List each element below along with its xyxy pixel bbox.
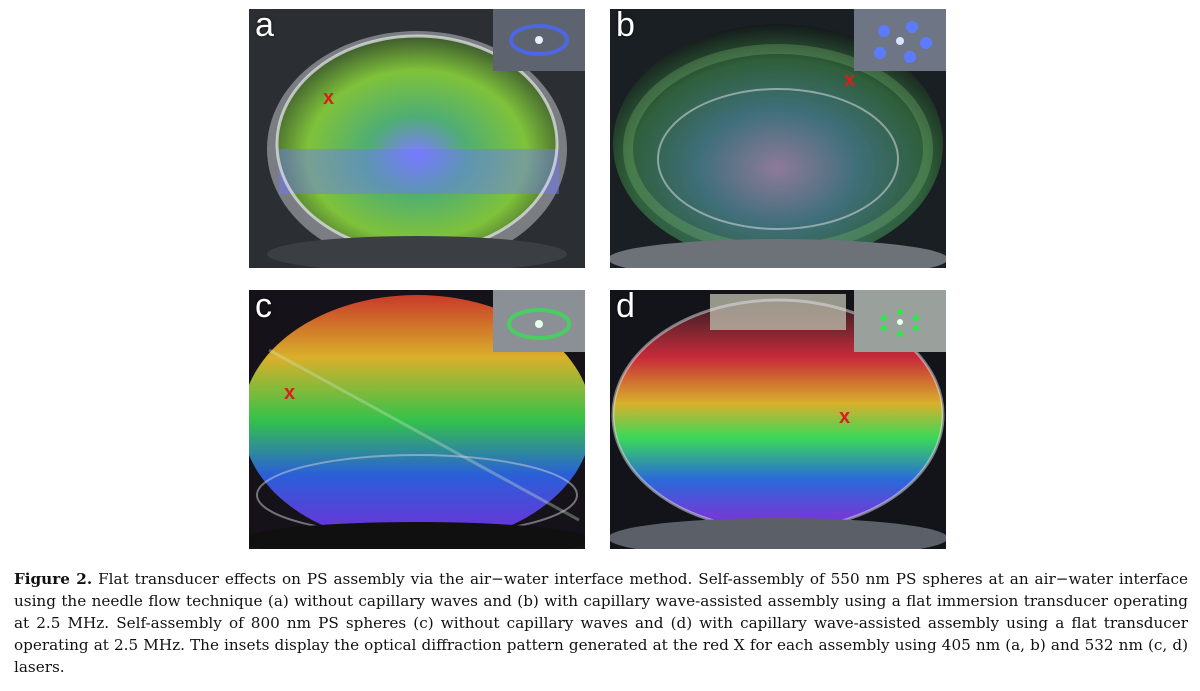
panel-label-b: b — [616, 9, 635, 44]
figure-caption-label: Figure 2. — [14, 570, 93, 588]
red-x-marker-c: x — [284, 382, 296, 404]
photo-panel-c: c x — [249, 290, 585, 549]
diffraction-inset-a — [493, 9, 585, 71]
figure-caption: Figure 2. Flat transducer effects on PS … — [14, 568, 1188, 678]
panel-label-a: a — [255, 9, 274, 44]
diffraction-inset-d — [854, 290, 946, 352]
red-x-marker-b: x — [844, 69, 856, 91]
panel-label-c: c — [255, 290, 272, 325]
red-x-marker-a: x — [323, 87, 335, 109]
diffraction-inset-b — [854, 9, 946, 71]
red-x-marker-d: x — [839, 406, 851, 428]
photo-panel-d: d x — [610, 290, 946, 549]
diffraction-inset-c — [493, 290, 585, 352]
figure-caption-text: Flat transducer effects on PS assembly v… — [14, 570, 1188, 676]
panel-label-d: d — [616, 290, 635, 325]
petri-dish-photo-d — [610, 290, 946, 549]
photo-panel-b: b x — [610, 9, 946, 268]
photo-panel-a: a x — [249, 9, 585, 268]
